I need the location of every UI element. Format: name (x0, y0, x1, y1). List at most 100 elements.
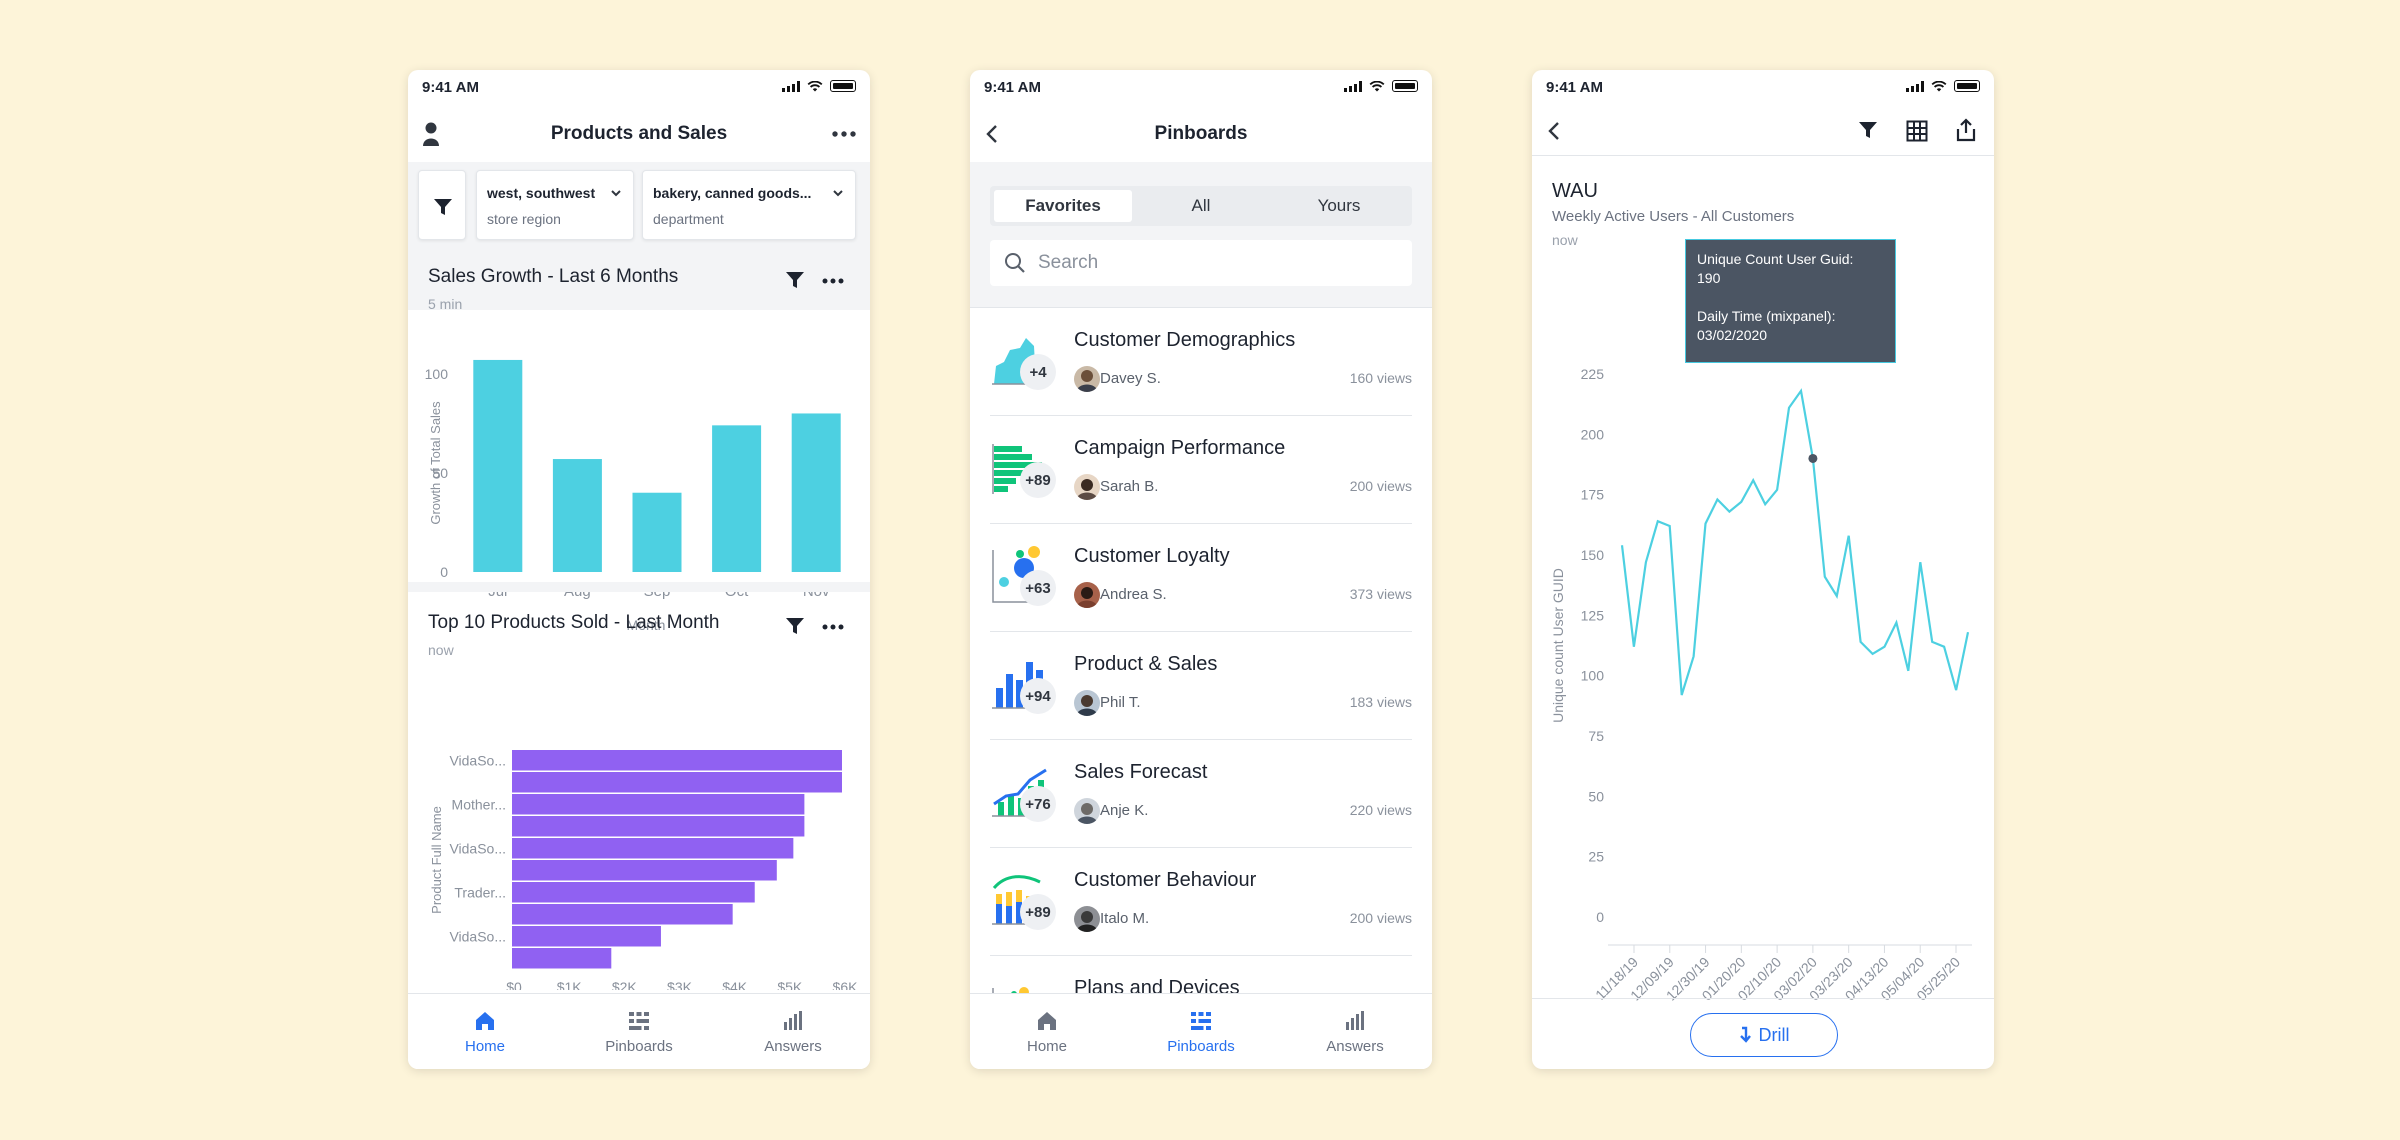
signal-icon (1906, 80, 1924, 92)
y-tick-label: 50 (432, 465, 448, 481)
series-line (1620, 388, 1970, 696)
avatar (1074, 582, 1100, 608)
tab-answers[interactable]: Answers (1278, 994, 1432, 1069)
drill-down-arrow-icon (1739, 1026, 1751, 1043)
status-time: 9:41 AM (422, 79, 479, 96)
y-tick-label: 150 (1581, 547, 1605, 563)
bar (512, 816, 805, 837)
more-options-icon[interactable] (832, 131, 856, 137)
answers-icon (1346, 1010, 1364, 1030)
products-card-title: Top 10 Products Sold - Last Month (428, 612, 720, 633)
back-arrow-icon[interactable] (1548, 121, 1560, 141)
bar (512, 948, 612, 969)
tab-label: Answers (1326, 1037, 1384, 1055)
bar (512, 860, 777, 881)
chart-tooltip: Unique Count User Guid: 190 Daily Time (… (1685, 239, 1896, 363)
bar (512, 926, 661, 947)
pinboard-badge: +89 (1020, 894, 1056, 930)
share-icon[interactable] (1956, 118, 1976, 142)
tab-bar: Home Pinboards Answers (408, 993, 870, 1069)
sales-card-filter-icon[interactable] (785, 270, 805, 290)
tooltip-line: 190 (1697, 270, 1721, 286)
pinboard-item[interactable]: +76 Sales Forecast Anje K. 220 views (990, 740, 1412, 848)
pinboard-badge: +89 (1020, 462, 1056, 498)
filter-button[interactable] (418, 170, 466, 240)
pinboards-screen: 9:41 AM Pinboards Favorites All Yours Se… (970, 70, 1432, 1069)
department-filter[interactable]: bakery, canned goods... department (642, 170, 856, 240)
pinboard-views: 200 views (1349, 478, 1412, 494)
tab-home[interactable]: Home (970, 994, 1124, 1069)
products-card-filter-icon[interactable] (785, 616, 805, 636)
tab-pinboards[interactable]: Pinboards (1124, 994, 1278, 1069)
pinboard-views: 183 views (1349, 694, 1412, 710)
sales-card-more-icon[interactable] (822, 278, 844, 284)
pinboard-badge: +63 (1020, 570, 1056, 606)
pinboard-item[interactable]: +94 Product & Sales Phil T. 183 views (990, 632, 1412, 740)
chevron-down-icon (611, 190, 621, 197)
answer-detail-screen: 9:41 AM WAU Weekly Active Users - All Cu… (1532, 70, 1994, 1069)
filter-label: store region (487, 211, 561, 227)
search-placeholder: Search (1038, 252, 1099, 273)
pinboard-title: Product & Sales (1074, 653, 1218, 675)
back-arrow-icon[interactable] (986, 124, 998, 144)
drill-button[interactable]: Drill (1690, 1013, 1838, 1057)
search-input[interactable]: Search (990, 240, 1412, 286)
pinboard-item[interactable]: +63 Customer Loyalty Andrea S. 373 views (990, 524, 1412, 632)
pinboard-owner: Davey S. (1100, 370, 1161, 387)
segment-control: Favorites All Yours (990, 186, 1412, 226)
home-screen: 9:41 AM Products and Sales west, southwe… (408, 70, 870, 1069)
segment-yours[interactable]: Yours (1317, 196, 1361, 215)
bar (512, 772, 842, 793)
home-icon (476, 1011, 494, 1030)
y-axis-label: Product Full Name (429, 806, 444, 914)
wifi-icon (1931, 80, 1947, 91)
pinboards-header: Pinboards (970, 106, 1432, 162)
y-tick-label: 0 (1596, 909, 1604, 925)
pinboard-item[interactable]: +4 Customer Demographics Davey S. 160 vi… (990, 308, 1412, 416)
y-tick-label: 0 (440, 564, 448, 580)
pinboard-owner: Sarah B. (1100, 478, 1159, 495)
detail-toolbar (1532, 106, 1994, 156)
tab-pinboards[interactable]: Pinboards (562, 994, 716, 1069)
y-tick-label: VidaSo... (449, 928, 506, 944)
profile-icon[interactable] (422, 121, 440, 147)
horizontal-bar-chart-icon (992, 444, 1042, 494)
filter-value: west, southwest (487, 185, 596, 201)
avatar (1074, 798, 1100, 824)
segment-all[interactable]: All (1191, 196, 1211, 215)
bar (632, 492, 682, 572)
bar (512, 750, 842, 771)
x-tick-label: $2K (612, 979, 638, 990)
pinboard-badge: +76 (1020, 786, 1056, 822)
wifi-icon (807, 80, 823, 91)
filter-label: department (653, 211, 724, 227)
y-tick-label: 25 (1588, 849, 1604, 865)
tab-label: Pinboards (1167, 1037, 1235, 1055)
highlight-point (1808, 453, 1818, 463)
store-region-filter[interactable]: west, southwest store region (476, 170, 634, 240)
pinboard-title: Customer Demographics (1074, 329, 1296, 351)
products-card-more-icon[interactable] (822, 624, 844, 630)
pinboard-item[interactable]: +89 Customer Behaviour Italo M. 200 view… (990, 848, 1412, 956)
home-icon (1038, 1011, 1056, 1030)
tooltip-line: 03/02/2020 (1697, 327, 1768, 343)
y-tick-label: 125 (1581, 607, 1605, 623)
status-bar: 9:41 AM (408, 70, 870, 106)
bar (512, 794, 805, 815)
chart-updated: now (1552, 232, 1578, 248)
y-tick-label: 75 (1588, 728, 1604, 744)
segment-favorites[interactable]: Favorites (994, 190, 1132, 222)
avatar (1074, 366, 1100, 392)
tab-home[interactable]: Home (408, 994, 562, 1069)
products-card-updated: now (428, 642, 454, 658)
avatar (1074, 906, 1100, 932)
tab-answers[interactable]: Answers (716, 994, 870, 1069)
pinboard-item[interactable]: +89 Campaign Performance Sarah B. 200 vi… (990, 416, 1412, 524)
filter-icon (434, 199, 452, 215)
bar (473, 359, 523, 572)
table-icon[interactable] (1906, 120, 1928, 142)
filter-icon[interactable] (1858, 120, 1878, 140)
bar (791, 413, 841, 572)
battery-icon (1954, 80, 1980, 92)
bar (712, 425, 762, 572)
